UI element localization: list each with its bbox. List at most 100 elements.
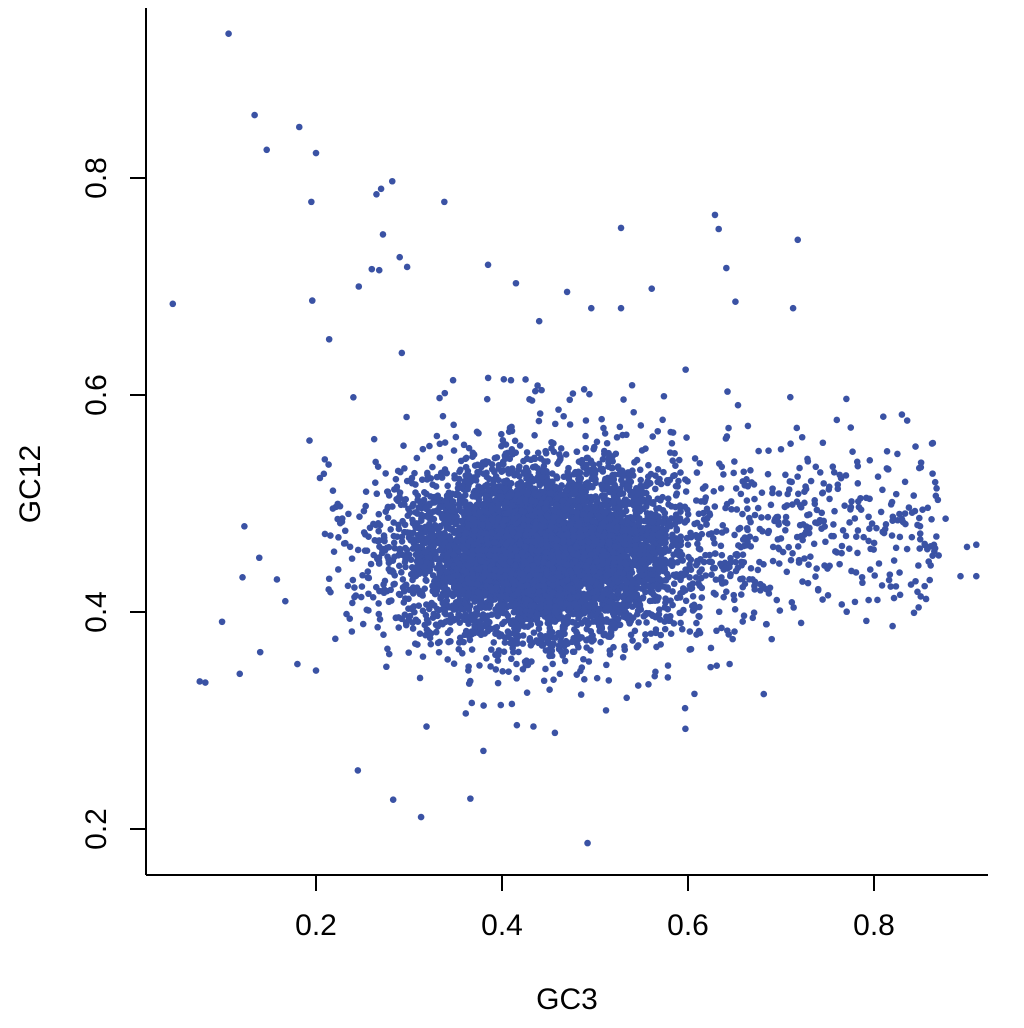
data-point: [444, 656, 451, 663]
data-point: [403, 413, 410, 421]
data-point: [513, 675, 520, 682]
data-point: [569, 618, 576, 626]
data-point: [593, 438, 601, 446]
data-point: [501, 634, 509, 641]
data-point: [497, 701, 505, 709]
data-point: [508, 655, 515, 663]
data-point: [687, 645, 695, 653]
data-point: [476, 484, 484, 491]
data-point: [619, 510, 627, 518]
data-point: [687, 529, 694, 537]
data-point: [401, 501, 408, 508]
data-point: [515, 648, 522, 656]
data-point: [707, 663, 714, 671]
data-point: [664, 495, 672, 503]
data-point: [561, 624, 568, 632]
data-point: [482, 495, 490, 503]
data-point: [366, 524, 374, 532]
data-point: [362, 488, 370, 495]
data-point: [542, 500, 550, 507]
data-point: [421, 548, 429, 556]
data-point: [642, 588, 649, 596]
data-point: [530, 629, 538, 636]
data-point: [642, 631, 649, 638]
data-point: [623, 579, 631, 587]
data-point: [431, 590, 439, 598]
data-point: [556, 509, 563, 516]
data-point: [711, 503, 719, 510]
data-point: [433, 473, 441, 481]
data-point: [400, 599, 408, 606]
data-point: [718, 551, 726, 559]
data-point: [516, 442, 524, 449]
data-point: [615, 615, 622, 623]
data-point: [696, 546, 704, 553]
data-point: [696, 613, 703, 620]
data-point: [560, 412, 567, 420]
data-point: [639, 496, 647, 504]
data-point: [408, 536, 415, 543]
data-point: [401, 558, 409, 566]
data-point: [395, 624, 403, 631]
data-point: [349, 599, 356, 607]
data-point: [603, 483, 611, 490]
data-point: [354, 546, 362, 554]
data-point: [645, 461, 652, 469]
data-point: [455, 484, 463, 491]
data-point: [698, 594, 706, 601]
data-point: [634, 497, 642, 505]
data-point: [591, 443, 598, 451]
data-point: [549, 660, 557, 668]
data-point: [416, 558, 424, 566]
data-point: [384, 553, 391, 560]
data-point: [538, 642, 546, 649]
data-point: [462, 568, 470, 576]
data-point: [375, 527, 382, 535]
data-point: [718, 624, 725, 632]
data-point: [401, 465, 408, 472]
data-point: [399, 576, 407, 583]
data-point: [583, 637, 590, 644]
data-point: [643, 619, 650, 626]
data-point: [708, 571, 715, 578]
data-point: [660, 468, 667, 476]
data-point: [749, 614, 757, 622]
data-point: [344, 582, 352, 590]
data-point: [365, 590, 372, 598]
data-point: [697, 574, 705, 582]
data-point: [465, 620, 472, 628]
data-point: [673, 571, 680, 578]
data-point: [385, 650, 393, 658]
data-point: [501, 639, 509, 646]
data-point: [452, 433, 460, 441]
data-point: [488, 646, 495, 653]
data-point: [374, 623, 381, 631]
data-point: [595, 460, 603, 468]
data-point: [340, 540, 348, 547]
data-point: [616, 490, 624, 498]
data-point: [456, 600, 463, 607]
data-point: [682, 586, 689, 594]
data-point: [351, 593, 358, 601]
data-point: [723, 588, 730, 595]
data-point: [646, 597, 654, 605]
data-point: [514, 589, 521, 597]
data-point: [639, 505, 647, 513]
data-point: [609, 610, 617, 617]
data-point: [487, 529, 495, 536]
data-point: [446, 638, 454, 645]
data-point: [616, 485, 624, 493]
data-point: [622, 502, 629, 509]
data-point: [519, 640, 527, 647]
data-point: [555, 457, 563, 465]
data-point: [346, 615, 354, 622]
data-point: [395, 562, 403, 570]
data-point: [381, 537, 388, 545]
data-point: [684, 541, 692, 548]
data-point: [407, 556, 415, 563]
data-point: [384, 645, 391, 653]
data-point: [655, 594, 662, 601]
data-point: [500, 648, 508, 655]
data-point: [637, 476, 645, 484]
data-point: [394, 467, 402, 475]
